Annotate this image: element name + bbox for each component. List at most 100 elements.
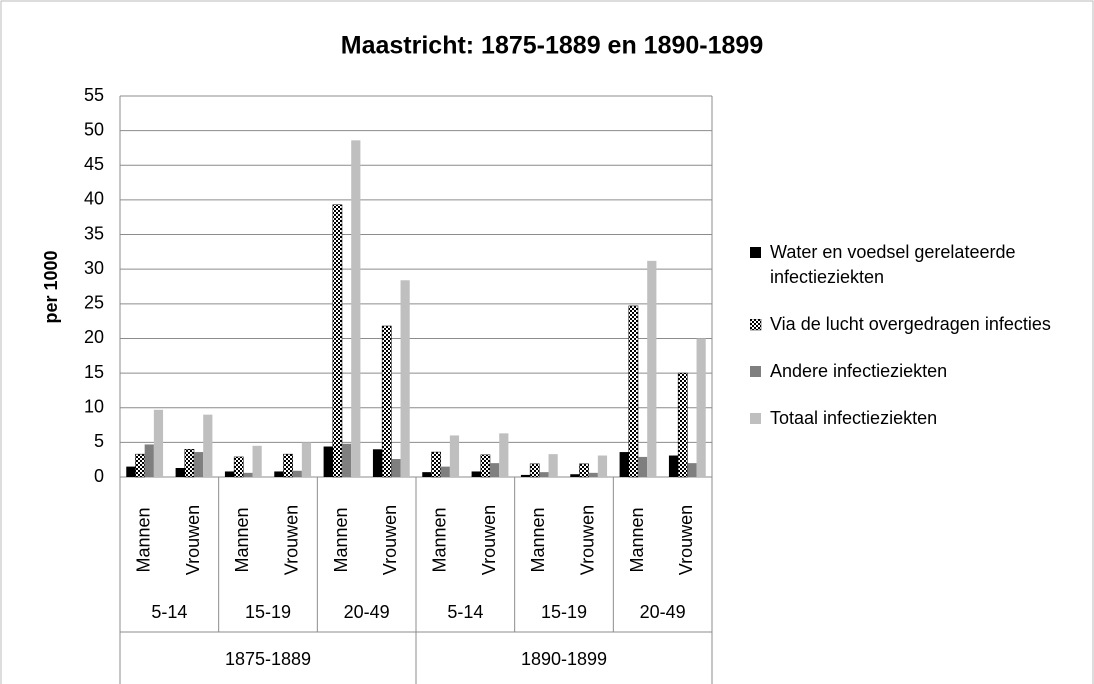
bar bbox=[628, 305, 639, 478]
bar bbox=[696, 338, 706, 477]
bar bbox=[588, 472, 598, 477]
chart-title: Maastricht: 1875-1889 en 1890-1899 bbox=[341, 32, 764, 60]
bar bbox=[381, 325, 392, 478]
legend-label: Via de lucht overgedragen infecties bbox=[770, 314, 1051, 334]
bar bbox=[175, 467, 185, 477]
x-tick-label: Vrouwen bbox=[676, 505, 696, 575]
y-axis-label: per 1000 bbox=[41, 250, 61, 323]
y-tick-label: 35 bbox=[84, 223, 104, 243]
bar bbox=[233, 456, 244, 478]
bar bbox=[647, 260, 657, 477]
y-tick-label: 0 bbox=[94, 466, 104, 486]
x-tick-label: Mannen bbox=[429, 507, 449, 572]
x-tick-label: Vrouwen bbox=[577, 505, 597, 575]
bar bbox=[579, 463, 589, 478]
group-label: 15-19 bbox=[541, 602, 587, 622]
x-tick-label: Mannen bbox=[331, 507, 351, 572]
bar bbox=[323, 446, 333, 477]
bar bbox=[126, 466, 136, 477]
y-tick-label: 55 bbox=[84, 85, 104, 105]
legend-entry: Andere infectieziekten bbox=[748, 359, 1078, 384]
bar bbox=[184, 449, 195, 478]
bar bbox=[144, 444, 154, 477]
legend-entry: Totaal infectieziekten bbox=[748, 406, 1078, 431]
bar bbox=[638, 456, 648, 477]
bar bbox=[372, 449, 383, 477]
legend-swatch bbox=[750, 413, 761, 424]
x-tick-label: Vrouwen bbox=[281, 505, 301, 575]
legend-swatch-fill bbox=[750, 319, 762, 331]
bar bbox=[422, 472, 432, 477]
x-tick-label: Mannen bbox=[528, 507, 548, 572]
y-tick-label: 30 bbox=[84, 258, 104, 278]
bar bbox=[203, 414, 213, 477]
bar bbox=[391, 458, 401, 477]
bar bbox=[490, 463, 500, 477]
bar bbox=[400, 280, 410, 477]
legend-swatch-fill bbox=[750, 247, 761, 258]
group-label: 5-14 bbox=[447, 602, 483, 622]
bar bbox=[224, 471, 235, 477]
x-tick-label: Vrouwen bbox=[479, 505, 499, 575]
x-tick-label: Mannen bbox=[232, 507, 252, 572]
bar bbox=[677, 372, 688, 478]
group-label: 20-49 bbox=[640, 602, 686, 622]
bar bbox=[440, 466, 450, 477]
bar bbox=[449, 435, 460, 477]
bar bbox=[252, 445, 262, 477]
group-label: 15-19 bbox=[245, 602, 291, 622]
bar bbox=[243, 472, 253, 477]
x-tick-label: Mannen bbox=[627, 507, 647, 572]
bar bbox=[529, 463, 540, 478]
y-tick-label: 10 bbox=[84, 396, 104, 416]
bar bbox=[480, 454, 491, 478]
bar bbox=[499, 433, 509, 477]
bar bbox=[332, 204, 343, 478]
y-tick-label: 40 bbox=[84, 189, 104, 209]
legend-swatch-fill bbox=[750, 366, 761, 377]
bar bbox=[471, 471, 481, 477]
bar bbox=[292, 470, 302, 477]
bar bbox=[687, 463, 697, 477]
legend-swatch bbox=[750, 247, 761, 258]
bar bbox=[539, 472, 549, 477]
bar bbox=[135, 453, 145, 478]
legend: Water en voedsel gerelateerde infectiezi… bbox=[748, 240, 1078, 453]
bar bbox=[283, 453, 293, 478]
y-tick-label: 15 bbox=[84, 362, 104, 382]
y-tick-label: 20 bbox=[84, 327, 104, 347]
legend-label: Andere infectieziekten bbox=[770, 361, 948, 381]
bar bbox=[274, 471, 284, 477]
bar bbox=[570, 474, 580, 477]
bar bbox=[301, 442, 312, 477]
bar bbox=[342, 443, 352, 477]
bar bbox=[520, 474, 531, 477]
y-tick-label: 5 bbox=[94, 431, 104, 451]
group-label: 1890-1899 bbox=[521, 649, 607, 669]
bar bbox=[194, 452, 204, 477]
legend-label: Water en voedsel gerelateerde infectiezi… bbox=[770, 242, 1016, 287]
bar bbox=[431, 451, 441, 478]
group-label: 20-49 bbox=[344, 602, 390, 622]
bar bbox=[597, 455, 608, 477]
legend-swatch bbox=[750, 319, 762, 331]
bar bbox=[619, 452, 629, 477]
y-tick-label: 25 bbox=[84, 293, 104, 313]
y-tick-label: 50 bbox=[84, 119, 104, 139]
legend-entry: Water en voedsel gerelateerde infectiezi… bbox=[748, 240, 1078, 290]
y-tick-label: 45 bbox=[84, 154, 104, 174]
x-tick-label: Mannen bbox=[133, 507, 153, 572]
group-label: 1875-1889 bbox=[225, 649, 311, 669]
bar bbox=[668, 455, 679, 477]
legend-swatch-fill bbox=[750, 413, 761, 424]
legend-label: Totaal infectieziekten bbox=[770, 408, 938, 428]
group-label: 5-14 bbox=[151, 602, 187, 622]
bar bbox=[548, 454, 558, 477]
legend-swatch bbox=[750, 366, 761, 377]
bar bbox=[351, 140, 361, 478]
legend-entry: Via de lucht overgedragen infecties bbox=[748, 312, 1078, 337]
bar bbox=[153, 409, 164, 477]
